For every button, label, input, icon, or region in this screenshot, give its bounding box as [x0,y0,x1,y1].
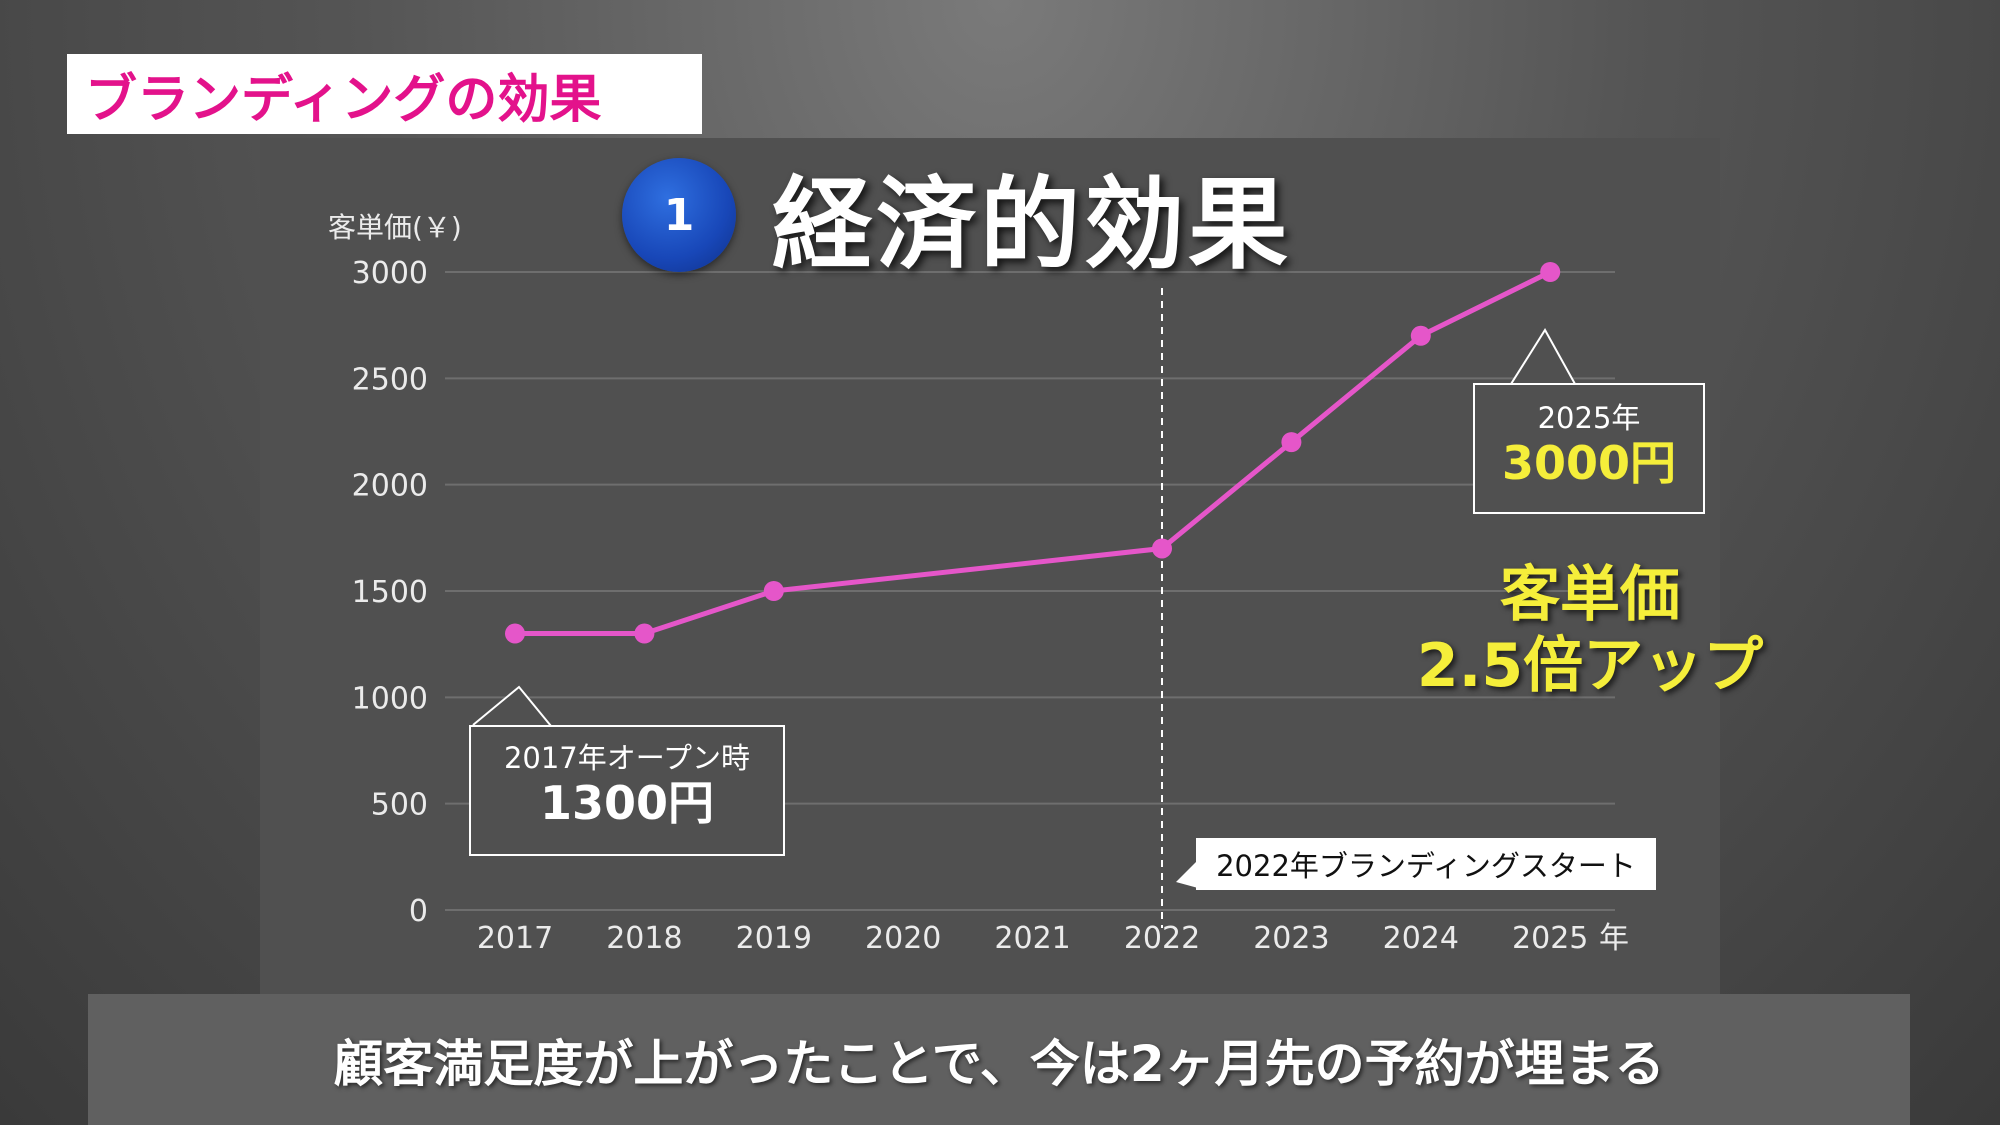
y-tick-label: 1000 [352,681,428,716]
end-callout-caption: 2025年 [1537,401,1641,435]
x-tick-label: 2023 [1253,921,1329,956]
branding-label-pointer [1176,860,1198,888]
x-tick-label: 2024 [1383,921,1459,956]
y-tick-label: 2500 [352,362,428,397]
highlight-text: 客単価 2.5倍アップ [1390,560,1790,702]
x-axis-label: 年 [1599,921,1629,956]
start-callout-pointer [472,685,552,727]
y-tick-label: 2000 [352,469,428,504]
x-tick-label: 2017 [477,921,553,956]
highlight-line-2: 2.5倍アップ [1416,630,1764,701]
x-tick-label: 2019 [736,921,812,956]
y-tick-label: 3000 [352,256,428,291]
y-tick-label: 1500 [352,575,428,610]
section-tag: ブランディングの効果 [67,54,702,134]
x-tick-label: 2025 [1512,921,1588,956]
x-tick-label: 2020 [865,921,941,956]
x-tick-label: 2018 [606,921,682,956]
data-point [1540,262,1561,282]
y-axis-label: 客単価(￥) [328,211,462,244]
highlight-line-1: 客単価 [1500,560,1680,630]
start-callout-value: 1300円 [539,775,715,830]
start-callout-caption: 2017年オープン時 [503,741,751,775]
branding-start-label: 2022年ブランディングスタート [1196,838,1656,890]
number-badge: 1 [622,158,736,272]
data-point [1410,325,1431,346]
y-tick-label: 500 [371,788,428,823]
page-title: 経済的効果 [772,165,1292,283]
footer-banner: 顧客満足度が上がったことで、今は2ヶ月先の予約が埋まる [88,994,1910,1125]
x-tick-label: 2021 [994,921,1070,956]
data-point [634,623,655,644]
end-callout-pointer [1510,328,1576,385]
title-block: 1 経済的効果 [622,150,1292,283]
end-callout: 2025年 3000円 [1473,328,1705,514]
y-tick-label: 0 [409,894,428,929]
footer-text: 顧客満足度が上がったことで、今は2ヶ月先の予約が埋まる [333,1034,1665,1093]
number-badge-text: 1 [663,189,695,241]
data-point [1281,432,1302,453]
section-tag-text: ブランディングの効果 [85,69,602,130]
data-point [1152,538,1172,559]
end-callout-value: 3000円 [1501,435,1677,490]
data-point [763,581,784,601]
start-callout: 2017年オープン時 1300円 [469,685,785,856]
data-point [505,623,525,644]
